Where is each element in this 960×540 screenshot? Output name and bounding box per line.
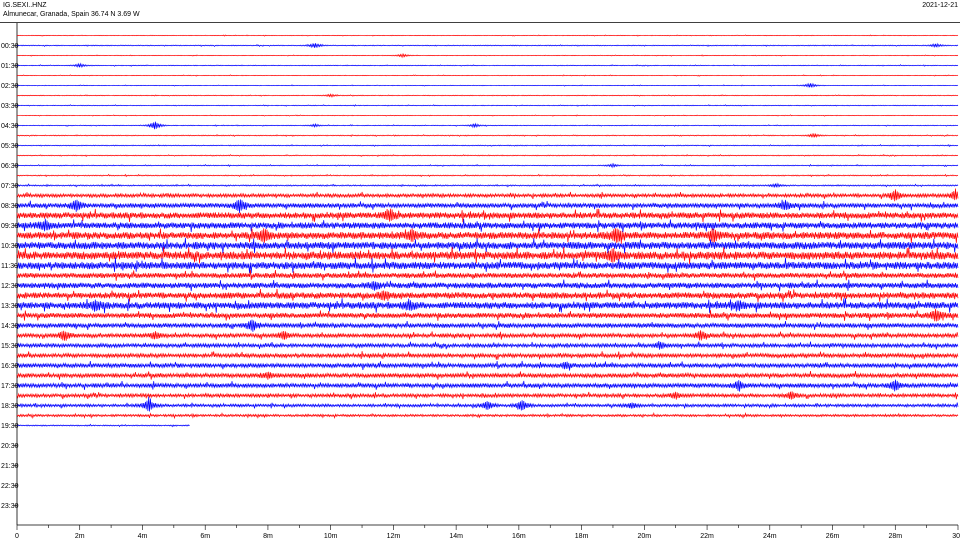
hour-label: 11:30 xyxy=(1,263,18,270)
hour-label: 13:30 xyxy=(1,303,19,310)
hour-label: 12:30 xyxy=(1,283,19,290)
trace-23 xyxy=(16,246,959,264)
trace-32 xyxy=(16,340,959,350)
x-tick-label: 4m xyxy=(138,533,148,540)
station-code: IG.SEXI..HNZ xyxy=(3,2,47,9)
hour-label: 17:30 xyxy=(1,383,19,390)
hour-label: 23:30 xyxy=(1,503,19,510)
hour-label: 08:30 xyxy=(1,203,19,210)
hour-label: 19:30 xyxy=(1,423,19,430)
x-tick-label: 8m xyxy=(263,533,273,540)
hour-label: 03:30 xyxy=(1,103,19,110)
x-tick-label: 14m xyxy=(449,533,463,540)
trace-4 xyxy=(16,62,959,69)
trace-38 xyxy=(16,396,959,412)
trace-26 xyxy=(16,279,959,292)
hour-labels: 00:30 01:30 02:30 03:30 04:30 05:30 06:30 07:30… xyxy=(1,43,19,510)
x-tick-label: 12m xyxy=(387,533,401,540)
x-tick-label: 28m xyxy=(888,533,902,540)
hour-label: 22:30 xyxy=(1,483,19,490)
trace-12 xyxy=(16,144,959,148)
trace-11 xyxy=(16,132,959,138)
hour-label: 14:30 xyxy=(1,323,19,330)
hour-label: 21:30 xyxy=(1,463,19,470)
trace-34 xyxy=(16,360,959,371)
trace-28 xyxy=(16,298,959,314)
hour-label: 10:30 xyxy=(1,243,19,250)
trace-24 xyxy=(16,257,959,274)
hour-label: 15:30 xyxy=(1,343,19,350)
trace-3 xyxy=(16,53,959,59)
minute-axis: 0 2m 4m 6m 8m 10m 12m 14m 16m 18m 20m 22m 24m 26m 28m 3… xyxy=(15,524,960,540)
x-tick-label: 2m xyxy=(75,533,85,540)
record-date: 2021-12-21 xyxy=(922,2,958,9)
hour-label: 16:30 xyxy=(1,363,19,370)
x-tick-label: 24m xyxy=(763,533,777,540)
trace-1 xyxy=(16,34,959,37)
trace-15 xyxy=(16,173,959,178)
trace-5 xyxy=(16,74,959,77)
trace-37 xyxy=(16,391,959,400)
x-tick-label: 16m xyxy=(512,533,526,540)
trace-13 xyxy=(16,154,959,158)
hour-label: 09:30 xyxy=(1,223,19,230)
x-tick-label: 18m xyxy=(575,533,589,540)
trace-19 xyxy=(16,208,959,223)
trace-6 xyxy=(16,82,959,89)
trace-25 xyxy=(16,270,959,281)
hour-label: 18:30 xyxy=(1,403,19,410)
trace-18 xyxy=(16,199,959,214)
trace-31 xyxy=(16,330,959,341)
x-tick-label: 26m xyxy=(826,533,840,540)
trace-10 xyxy=(16,121,959,130)
trace-16 xyxy=(16,182,959,189)
trace-7 xyxy=(16,93,959,98)
trace-33 xyxy=(16,351,959,360)
x-tick-label: 6m xyxy=(200,533,210,540)
hour-label: 00:30 xyxy=(1,43,19,50)
seismic-traces xyxy=(16,34,959,428)
x-tick-label: 10m xyxy=(324,533,338,540)
x-tick-label: 0 xyxy=(15,533,19,540)
trace-30 xyxy=(16,319,959,332)
x-tick-label: 22m xyxy=(700,533,714,540)
x-tick-label: 30 xyxy=(952,533,960,540)
hour-label: 20:30 xyxy=(1,443,19,450)
trace-2 xyxy=(16,42,959,49)
station-location: Almunecar, Granada, Spain 36.74 N 3.69 W xyxy=(3,11,140,18)
trace-35 xyxy=(16,371,959,380)
hour-label: 06:30 xyxy=(1,163,19,170)
trace-29 xyxy=(16,308,959,322)
trace-40 xyxy=(16,423,190,428)
trace-36 xyxy=(16,379,959,392)
trace-17 xyxy=(16,188,959,202)
trace-21 xyxy=(16,228,959,244)
trace-9 xyxy=(16,114,959,117)
trace-8 xyxy=(16,104,959,107)
trace-39 xyxy=(16,411,959,420)
x-tick-label: 20m xyxy=(638,533,652,540)
trace-27 xyxy=(16,288,959,303)
hour-label: 01:30 xyxy=(1,63,19,70)
hour-label: 07:30 xyxy=(1,183,19,190)
trace-20 xyxy=(16,218,959,233)
hour-label: 02:30 xyxy=(1,83,19,90)
hour-label: 05:30 xyxy=(1,143,19,150)
trace-22 xyxy=(16,237,959,254)
trace-14 xyxy=(16,162,959,169)
hour-label: 04:30 xyxy=(1,123,19,130)
